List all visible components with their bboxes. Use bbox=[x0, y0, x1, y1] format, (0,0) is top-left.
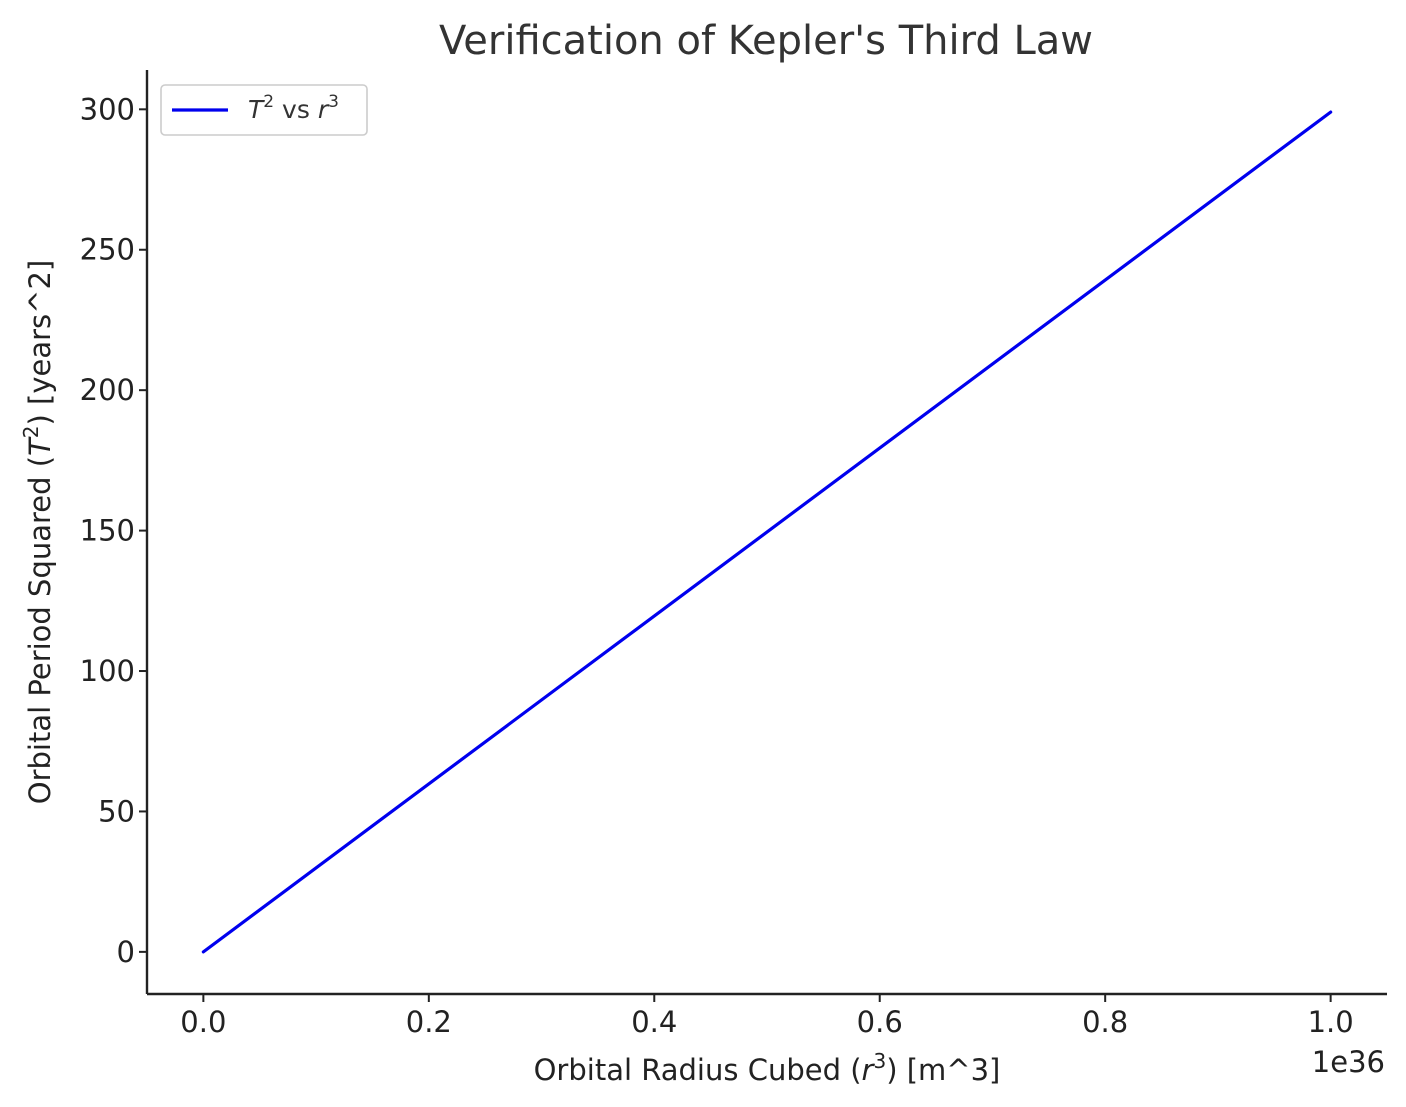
x-ticks: 0.0 0.2 0.4 0.6 0.8 1.0 bbox=[180, 994, 1354, 1039]
chart-title: Verification of Kepler's Third Law bbox=[439, 18, 1093, 64]
x-offset-label: 1e36 bbox=[1312, 1045, 1385, 1079]
x-tick-label: 0.8 bbox=[1082, 1005, 1128, 1039]
legend-label: T2 vs r3 bbox=[248, 92, 339, 124]
x-tick-label: 1.0 bbox=[1308, 1005, 1354, 1039]
x-tick-label: 0.4 bbox=[631, 1005, 677, 1039]
x-tick-label: 0.6 bbox=[857, 1005, 903, 1039]
y-tick-label: 150 bbox=[80, 514, 135, 548]
plot-area: 0.0 0.2 0.4 0.6 0.8 1.0 0 50 100 150 200 250 300 bbox=[80, 70, 1387, 1039]
y-tick-label: 50 bbox=[98, 794, 135, 828]
x-axis-label-suffix: ) [m^3] bbox=[886, 1053, 1000, 1087]
y-axis-label-sup: 2 bbox=[19, 425, 43, 438]
series-line bbox=[201, 110, 1333, 954]
legend-sup2: 3 bbox=[328, 92, 339, 112]
series-layer bbox=[201, 110, 1333, 954]
legend-box bbox=[160, 84, 368, 136]
y-tick-label: 300 bbox=[80, 92, 135, 126]
legend-var2: r bbox=[318, 95, 330, 124]
legend-mid: vs bbox=[274, 95, 318, 124]
y-axis-label-suffix: ) [years^2] bbox=[23, 260, 57, 426]
x-axis-label-var: r bbox=[862, 1053, 876, 1087]
y-tick-label: 250 bbox=[80, 233, 135, 267]
y-axis-label: Orbital Period Squared (T2) [years^2] bbox=[19, 260, 57, 804]
x-tick-label: 0.0 bbox=[180, 1005, 226, 1039]
y-tick-label: 0 bbox=[117, 935, 135, 969]
x-tick-label: 0.2 bbox=[406, 1005, 452, 1039]
x-axis-label-sup: 3 bbox=[873, 1049, 886, 1073]
legend-var1: T bbox=[248, 95, 265, 124]
legend: T2 vs r3 bbox=[160, 84, 368, 136]
x-axis-label-prefix: Orbital Radius Cubed ( bbox=[534, 1053, 862, 1087]
legend-sup1: 2 bbox=[263, 92, 274, 112]
x-axis-label: Orbital Radius Cubed (r3) [m^3] bbox=[534, 1049, 1001, 1087]
y-tick-label: 200 bbox=[80, 373, 135, 407]
y-axis-label-var: T bbox=[23, 436, 57, 456]
y-axis-label-prefix: Orbital Period Squared ( bbox=[23, 456, 57, 804]
y-ticks: 0 50 100 150 200 250 300 bbox=[80, 92, 147, 969]
y-tick-label: 100 bbox=[80, 654, 135, 688]
